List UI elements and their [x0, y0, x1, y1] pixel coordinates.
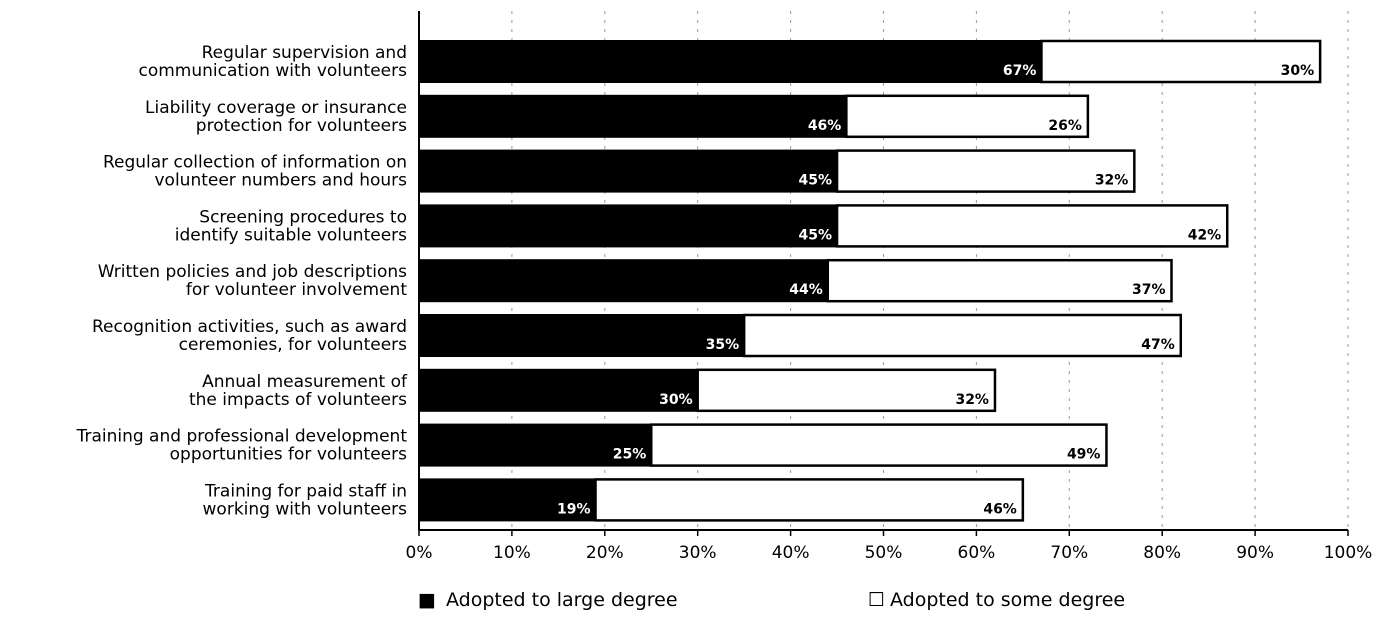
- x-tick-label: 0%: [406, 543, 433, 563]
- legend: ■ Adopted to large degree ☐ Adopted to s…: [418, 589, 1125, 611]
- bar-large-degree: [419, 149, 838, 193]
- legend-label-large: Adopted to large degree: [446, 589, 678, 611]
- category-label: Regular supervision and: [202, 43, 407, 63]
- data-label-some: 32%: [955, 392, 989, 408]
- bar-large-degree: [419, 368, 698, 412]
- bar-some-degree: [594, 478, 1025, 522]
- category-label: communication with volunteers: [138, 61, 407, 81]
- data-label-some: 37%: [1132, 282, 1166, 298]
- data-label-some: 42%: [1188, 227, 1222, 243]
- data-label-large: 45%: [799, 173, 833, 189]
- bar-large-degree: [419, 478, 596, 522]
- bar-large-degree: [419, 40, 1042, 83]
- x-tick-label: 30%: [679, 543, 717, 563]
- bar-some-degree: [1040, 39, 1322, 84]
- data-label-large: 46%: [808, 118, 842, 134]
- category-label: Training and professional development: [76, 427, 408, 447]
- x-tick-label: 100%: [1324, 543, 1373, 563]
- bar-some-degree: [835, 149, 1136, 193]
- data-label-some: 26%: [1048, 118, 1082, 134]
- data-label-some: 46%: [983, 501, 1017, 517]
- category-label: Training for paid staff in: [204, 481, 407, 501]
- bar-large-degree: [419, 314, 745, 357]
- category-label: Annual measurement of: [202, 372, 408, 392]
- category-label: Liability coverage or insurance: [145, 98, 407, 118]
- x-tick-label: 40%: [772, 543, 810, 563]
- data-label-large: 44%: [789, 282, 823, 298]
- bar-some-degree: [742, 313, 1183, 358]
- data-label-large: 45%: [799, 227, 833, 243]
- bar-large-degree: [419, 204, 838, 248]
- category-label: identify suitable volunteers: [175, 225, 407, 245]
- category-label: for volunteer involvement: [186, 280, 407, 300]
- category-label: volunteer numbers and hours: [154, 171, 407, 191]
- bars: 67% 30% 46% 26% 45% 32% 45% 42% 44% 37% 35% 47% 30% 3…: [419, 39, 1322, 522]
- bar-large-degree: [419, 423, 652, 467]
- category-label: Written policies and job descriptions: [98, 262, 407, 282]
- bar-some-degree: [650, 423, 1108, 467]
- category-label: the impacts of volunteers: [189, 390, 407, 410]
- data-label-some: 47%: [1141, 337, 1175, 353]
- bar-some-degree: [845, 94, 1090, 139]
- data-label-large: 67%: [1003, 63, 1037, 79]
- bar-some-degree: [696, 368, 997, 413]
- x-tick-label: 10%: [493, 543, 531, 563]
- category-label: ceremonies, for volunteers: [179, 335, 408, 355]
- axes: 0% 10% 20% 30% 40% 50% 60% 70% 80% 90% 100% Regular…: [76, 11, 1373, 563]
- x-tick-label: 70%: [1050, 543, 1088, 563]
- bar-large-degree: [419, 259, 828, 303]
- data-label-some: 32%: [1095, 173, 1129, 189]
- category-label: Regular collection of information on: [103, 153, 407, 173]
- bar-some-degree: [826, 258, 1173, 303]
- category-label: working with volunteers: [203, 499, 408, 519]
- data-label-some: 30%: [1281, 63, 1315, 79]
- x-tick-label: 20%: [586, 543, 624, 563]
- category-label: opportunities for volunteers: [170, 445, 408, 465]
- x-tick-label: 50%: [865, 543, 903, 563]
- x-tick-label: 90%: [1236, 543, 1274, 563]
- legend-label-some: Adopted to some degree: [890, 589, 1125, 611]
- data-label-some: 49%: [1067, 447, 1101, 463]
- bar-some-degree: [835, 204, 1229, 248]
- bar-large-degree: [419, 94, 847, 138]
- x-tick-label: 60%: [958, 543, 996, 563]
- category-label: protection for volunteers: [196, 116, 407, 136]
- category-label: Screening procedures to: [199, 207, 407, 227]
- legend-marker-some: ☐: [868, 589, 885, 611]
- category-label: Recognition activities, such as award: [92, 317, 407, 337]
- x-tick-label: 80%: [1143, 543, 1181, 563]
- data-label-large: 25%: [613, 447, 647, 463]
- data-label-large: 19%: [557, 501, 591, 517]
- legend-marker-large: ■: [418, 589, 436, 611]
- data-label-large: 30%: [659, 392, 693, 408]
- data-label-large: 35%: [706, 337, 740, 353]
